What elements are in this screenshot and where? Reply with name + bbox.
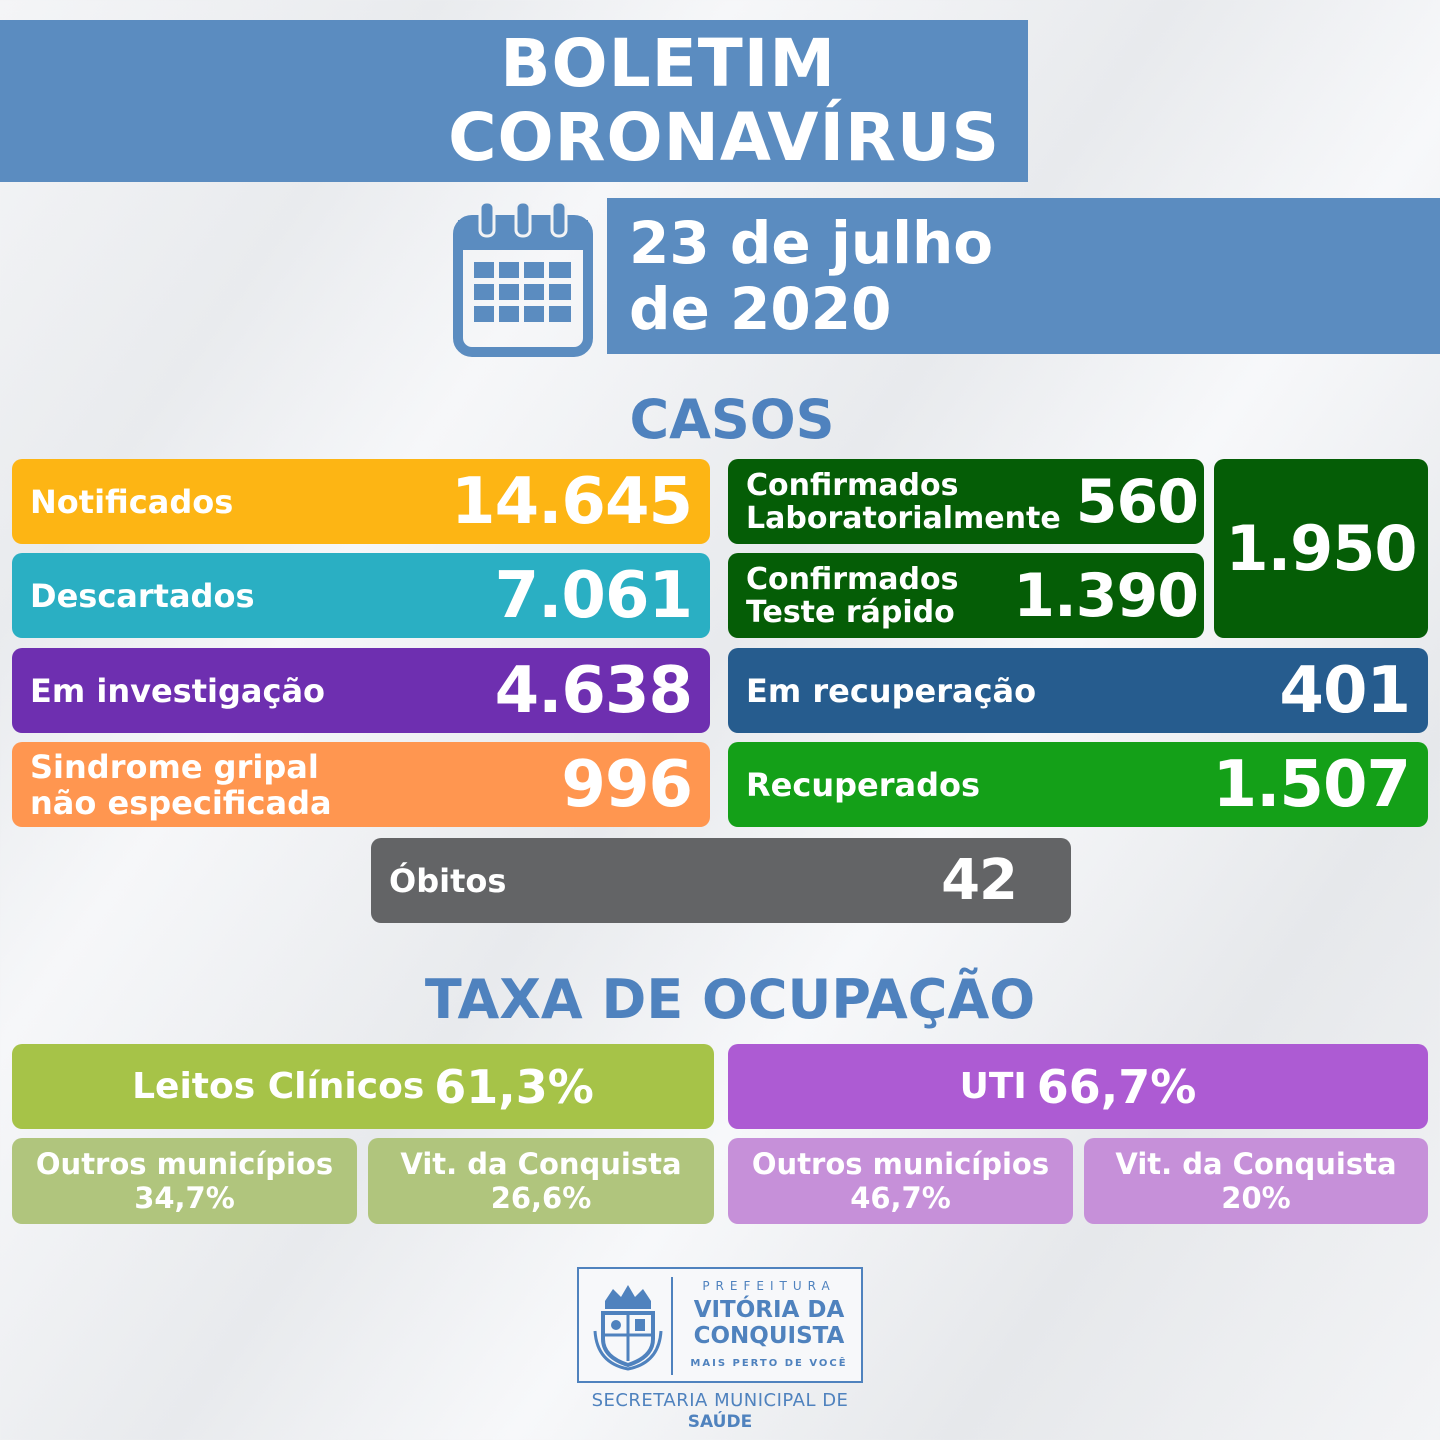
leitos-label: Leitos Clínicos (132, 1066, 425, 1107)
card-leitos-vitoria-conquista: Vit. da Conquista 26,6% (368, 1138, 714, 1224)
card-em-investigacao: Em investigação 4.638 (12, 648, 710, 733)
secretaria-line-2: SAÚDE (687, 1412, 753, 1432)
bulletin-date: 23 de julho de 2020 (607, 198, 1440, 354)
card-em-recuperacao: Em recuperação 401 (728, 648, 1428, 733)
uti-vitoria-value: 20% (1221, 1181, 1291, 1215)
notificados-label: Notificados (30, 482, 234, 521)
city-crest-icon (593, 1285, 663, 1371)
notificados-value: 14.645 (451, 464, 693, 539)
obitos-label: Óbitos (389, 861, 507, 900)
descartados-label: Descartados (30, 576, 255, 615)
sindrome-value: 996 (561, 747, 693, 822)
leitos-vitoria-value: 26,6% (490, 1181, 592, 1215)
logo-slogan: MAIS PERTO DE VOCÊ (690, 1358, 848, 1369)
title-line-2: CORONAVÍRUS (448, 99, 1000, 176)
conf-lab-label-line-2: Laboratorialmente (746, 500, 1061, 536)
recuperados-label: Recuperados (746, 765, 981, 804)
conf-rapido-label: Confirmados Teste rápido (746, 563, 958, 629)
investigacao-label: Em investigação (30, 671, 326, 710)
conf-lab-label: Confirmados Laboratorialmente (746, 469, 1061, 535)
uti-value: 66,7% (1036, 1059, 1197, 1114)
leitos-outros-label: Outros municípios (35, 1147, 334, 1181)
bulletin-title: BOLETIM CORONAVÍRUS (0, 20, 1028, 182)
card-notificados: Notificados 14.645 (12, 459, 710, 544)
card-descartados: Descartados 7.061 (12, 553, 710, 638)
card-leitos-outros-municipios: Outros municípios 34,7% (12, 1138, 357, 1224)
card-sindrome-gripal: Sindrome gripal não especificada 996 (12, 742, 710, 827)
prefeitura-logo: PREFEITURA VITÓRIA DA CONQUISTA MAIS PER… (577, 1267, 863, 1383)
title-line-1: BOLETIM (500, 25, 836, 102)
logo-city-name: VITÓRIA DA CONQUISTA (679, 1297, 859, 1349)
conf-rapido-label-line-1: Confirmados (746, 561, 959, 597)
conf-rapido-label-line-2: Teste rápido (746, 594, 955, 630)
recuperacao-value: 401 (1279, 653, 1411, 728)
sindrome-label: Sindrome gripal não especificada (30, 749, 332, 821)
leitos-value: 61,3% (434, 1059, 594, 1114)
card-leitos-clinicos: Leitos Clínicos 61,3% (12, 1044, 714, 1129)
logo-name-line-1: VITÓRIA DA (693, 1297, 845, 1323)
sindrome-label-line-2: não especificada (30, 783, 332, 822)
recuperados-value: 1.507 (1212, 747, 1411, 822)
recuperacao-label: Em recuperação (746, 671, 1037, 710)
date-line-2: de 2020 (629, 275, 892, 343)
obitos-value: 42 (941, 848, 1018, 913)
leitos-vitoria-label: Vit. da Conquista (400, 1147, 682, 1181)
card-confirmados-laboratorialmente: Confirmados Laboratorialmente 560 (728, 459, 1204, 544)
casos-title: CASOS (629, 388, 835, 451)
card-recuperados: Recuperados 1.507 (728, 742, 1428, 827)
conf-lab-value: 560 (1075, 466, 1199, 537)
card-obitos: Óbitos 42 (371, 838, 1071, 923)
logo-name-line-2: CONQUISTA (693, 1323, 845, 1349)
card-confirmados-teste-rapido: Confirmados Teste rápido 1.390 (728, 553, 1204, 638)
card-uti-vitoria-conquista: Vit. da Conquista 20% (1084, 1138, 1428, 1224)
uti-outros-label: Outros municípios (751, 1147, 1050, 1181)
logo-divider (671, 1277, 673, 1375)
card-uti: UTI 66,7% (728, 1044, 1428, 1129)
uti-vitoria-label: Vit. da Conquista (1115, 1147, 1397, 1181)
card-uti-outros-municipios: Outros municípios 46,7% (728, 1138, 1073, 1224)
investigacao-value: 4.638 (494, 653, 693, 728)
conf-lab-label-line-1: Confirmados (746, 467, 959, 503)
taxa-ocupacao-title: TAXA DE OCUPAÇÃO (424, 968, 1036, 1031)
date-line-1: 23 de julho (629, 209, 994, 277)
descartados-value: 7.061 (494, 558, 693, 633)
card-confirmados-total: 1.950 (1214, 459, 1428, 638)
conf-rapido-value: 1.390 (1013, 560, 1199, 631)
secretaria-line-1: SECRETARIA MUNICIPAL DE (591, 1390, 849, 1411)
uti-label: UTI (959, 1066, 1027, 1107)
confirmados-total-value: 1.950 (1225, 512, 1417, 585)
calendar-icon (453, 200, 593, 357)
leitos-outros-value: 34,7% (134, 1181, 235, 1215)
sindrome-label-line-1: Sindrome gripal (30, 747, 319, 786)
logo-prefeitura: PREFEITURA (702, 1279, 836, 1293)
uti-outros-value: 46,7% (850, 1181, 951, 1215)
